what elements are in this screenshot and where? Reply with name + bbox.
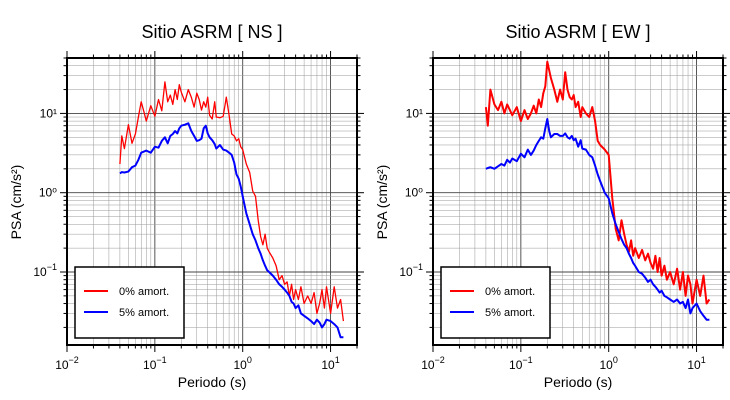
- plot-frame: [66, 57, 358, 346]
- x-tick-label: 101: [321, 355, 339, 372]
- y-tick-label: 10⁰: [39, 186, 57, 200]
- legend: 0% amort. 5% amort.: [74, 266, 185, 339]
- legend: 0% amort. 5% amort.: [440, 266, 551, 339]
- y-tick-label: 10⁰: [405, 186, 423, 200]
- y-axis-label: PSA (cm/s²): [8, 165, 24, 240]
- legend-label-1: 5% amort.: [485, 307, 535, 319]
- panel-ns: Sitio ASRM [ NS ] 10−2 10−1 100 101 10−1 10⁰…: [8, 22, 364, 390]
- series-line-1: [119, 122, 344, 339]
- panel-ew: Sitio ASRM [ EW ] 10−2 10−1 100 101 10−1 10⁰…: [374, 22, 730, 390]
- y-tick-label: 10¹: [40, 106, 57, 120]
- x-tick-label: 10−1: [509, 355, 533, 372]
- x-tick-label: 10−2: [421, 355, 445, 372]
- y-tick-marks: 10−1 10⁰ 10¹: [33, 57, 364, 328]
- x-tick-label: 100: [234, 355, 252, 372]
- plot-frame: [432, 57, 724, 346]
- plot-series: [484, 60, 711, 321]
- legend-label-0: 0% amort.: [485, 286, 535, 298]
- chart-title: Sitio ASRM [ NS ]: [141, 22, 282, 42]
- y-axis-label: PSA (cm/s²): [374, 165, 390, 240]
- grid-lines: [66, 57, 358, 345]
- plot-series: [119, 81, 345, 339]
- x-tick-label: 10−1: [143, 355, 167, 372]
- series-line-1: [485, 118, 710, 321]
- chart-title: Sitio ASRM [ EW ]: [505, 22, 650, 42]
- legend-box: [74, 266, 185, 339]
- x-axis-label: Periodo (s): [178, 374, 246, 390]
- y-tick-label: 10¹: [406, 106, 423, 120]
- grid-lines: [432, 57, 724, 345]
- x-tick-label: 100: [600, 355, 618, 372]
- series-line-0: [484, 60, 711, 305]
- y-tick-label: 10−1: [399, 262, 423, 279]
- legend-box: [440, 266, 551, 339]
- legend-label-0: 0% amort.: [119, 286, 169, 298]
- x-axis-label: Periodo (s): [544, 374, 612, 390]
- y-tick-label: 10−1: [33, 262, 57, 279]
- series-line-0: [119, 81, 345, 322]
- x-tick-label: 10−2: [55, 355, 79, 372]
- x-tick-label: 101: [687, 355, 705, 372]
- legend-label-1: 5% amort.: [119, 307, 169, 319]
